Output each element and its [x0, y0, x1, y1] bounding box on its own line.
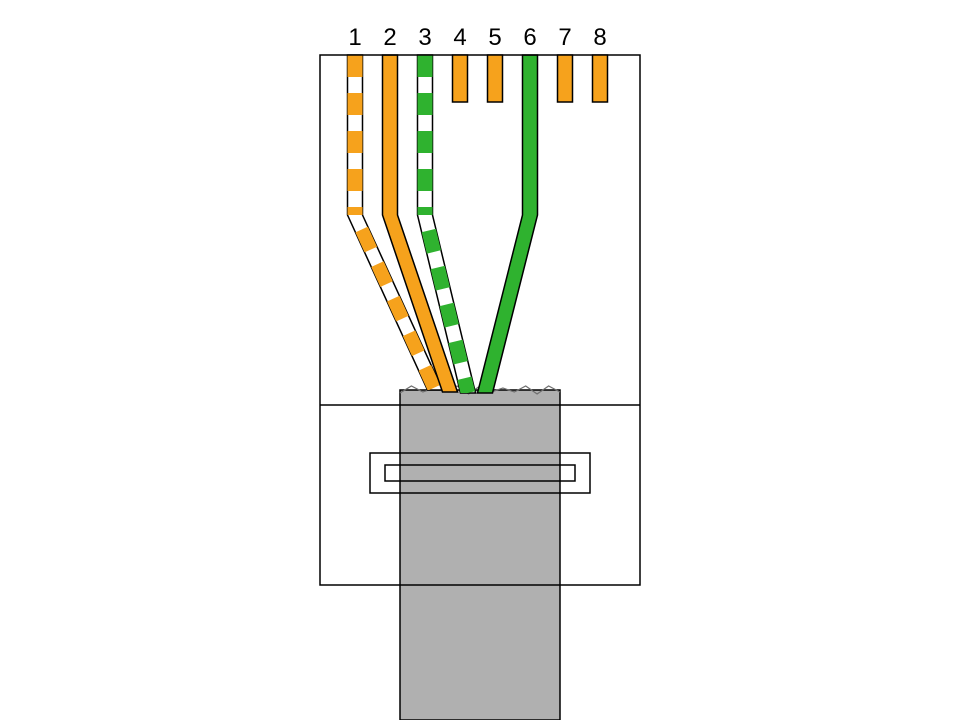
pin-label-5: 5: [488, 24, 501, 51]
pin-label-8: 8: [593, 24, 606, 51]
contact-pin-7: [558, 55, 573, 102]
pin-label-2: 2: [383, 24, 396, 51]
pin-label-3: 3: [418, 24, 431, 51]
pin-label-1: 1: [348, 24, 361, 51]
contact-pin-8: [593, 55, 608, 102]
diagram-stage: 12345678: [0, 0, 960, 720]
rj45-diagram: 12345678: [0, 0, 960, 720]
contact-pin-4: [453, 55, 468, 102]
contact-pin-5: [488, 55, 503, 102]
pin-label-4: 4: [453, 24, 466, 51]
cable-jacket: [400, 390, 560, 720]
pin-label-7: 7: [558, 24, 571, 51]
pin-label-6: 6: [523, 24, 536, 51]
